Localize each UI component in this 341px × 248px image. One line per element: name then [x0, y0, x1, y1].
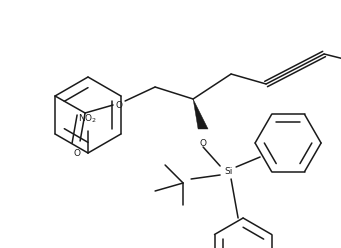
Text: O: O	[199, 139, 207, 148]
Text: Si: Si	[224, 166, 232, 176]
Polygon shape	[193, 99, 208, 129]
Text: O: O	[116, 100, 123, 110]
Text: NO$_2$: NO$_2$	[78, 113, 98, 125]
Text: O: O	[74, 149, 80, 158]
